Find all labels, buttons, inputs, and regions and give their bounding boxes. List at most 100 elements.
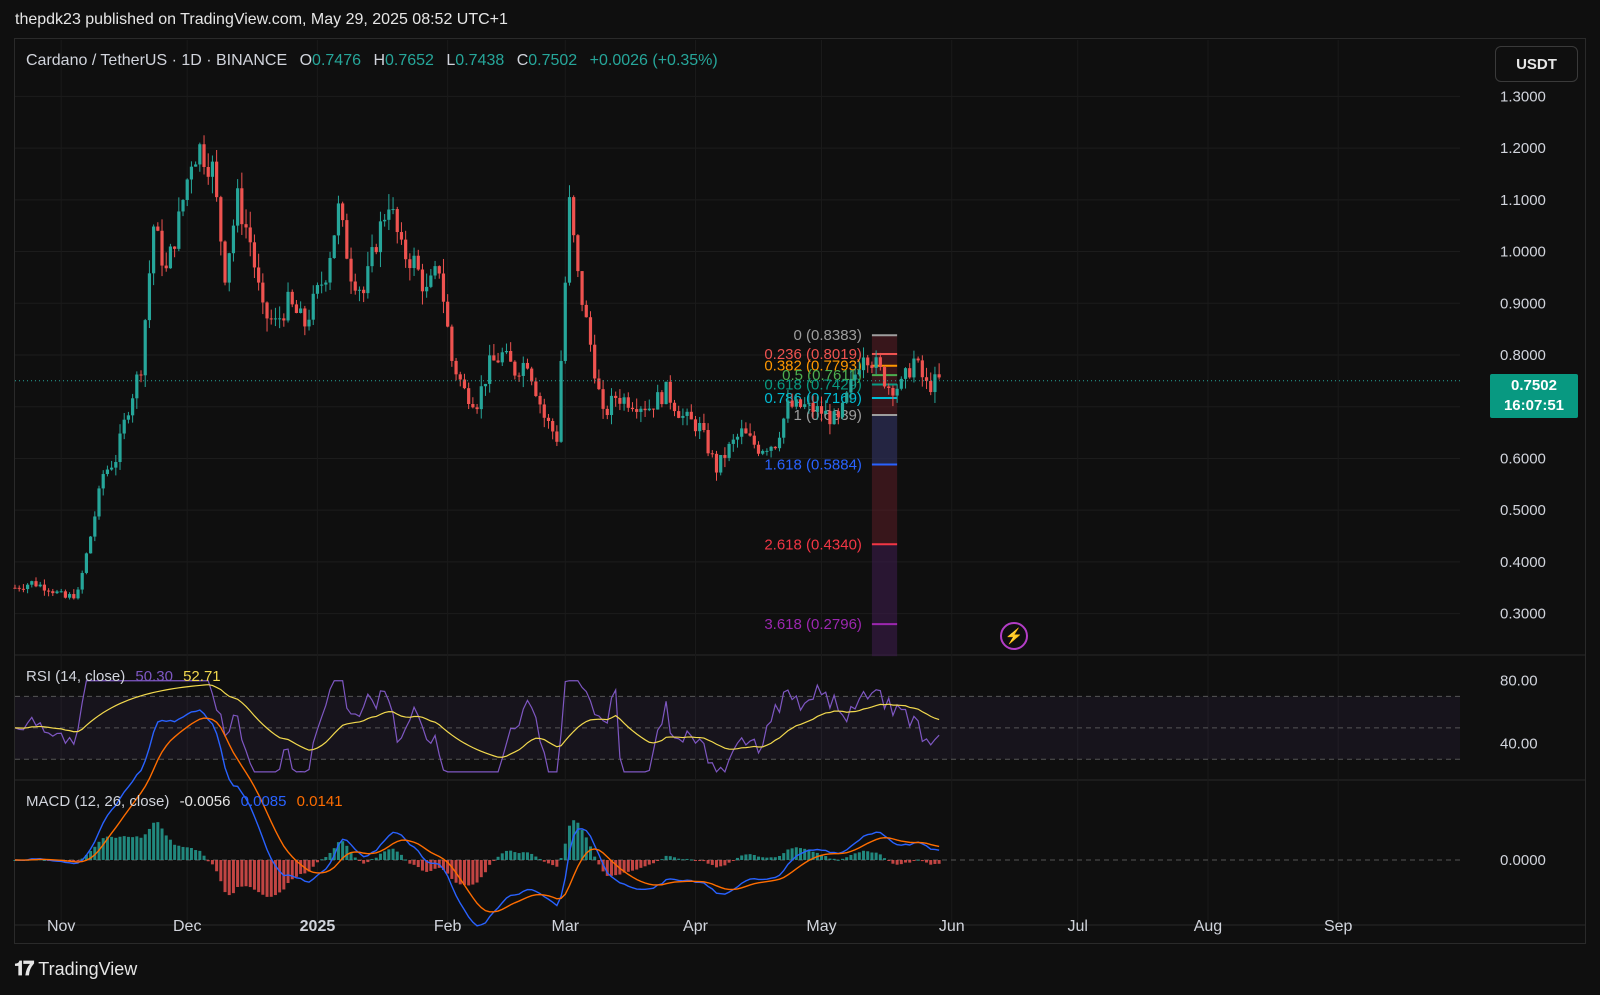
candle-body xyxy=(450,326,454,361)
candle-body xyxy=(349,258,353,282)
price-tick-label: 1.2000 xyxy=(1500,140,1546,157)
macd-histogram-bar xyxy=(542,860,546,862)
time-tick-label: Dec xyxy=(173,918,201,935)
macd-histogram-bar xyxy=(412,860,416,865)
chart-frame[interactable] xyxy=(14,38,1586,944)
macd-line-value: 0.0085 xyxy=(240,793,287,810)
macd-histogram-bar xyxy=(429,860,433,871)
macd-histogram-bar xyxy=(530,853,534,860)
macd-histogram-bar xyxy=(576,822,580,860)
candle-body xyxy=(559,360,563,442)
candle-body xyxy=(933,374,937,393)
candle-body xyxy=(282,318,286,321)
candle-body xyxy=(429,275,433,287)
time-tick-label: Aug xyxy=(1194,918,1222,935)
macd-histogram-bar xyxy=(857,852,861,860)
candle-body xyxy=(210,161,215,177)
candle-body xyxy=(643,408,647,411)
candle-body xyxy=(311,293,315,320)
macd-histogram-bar xyxy=(593,856,597,860)
candle-body xyxy=(857,370,861,375)
candle-body xyxy=(689,411,693,420)
macd-histogram-bar xyxy=(672,857,676,860)
macd-histogram-bar xyxy=(706,860,710,864)
macd-histogram-bar xyxy=(458,860,462,885)
macd-histogram-bar xyxy=(567,825,571,860)
macd-histogram-bar xyxy=(227,860,231,896)
macd-histogram-bar xyxy=(357,860,361,861)
candle-body xyxy=(462,379,467,389)
rsi-legend[interactable]: RSI (14, close) 50.30 52.71 xyxy=(26,668,221,685)
macd-histogram-bar xyxy=(731,860,735,861)
macd-histogram-bar xyxy=(740,855,744,860)
price-tick-label: 0.9000 xyxy=(1500,295,1546,312)
candle-body xyxy=(437,266,441,274)
candle-body xyxy=(882,367,887,387)
candle-body xyxy=(202,144,206,167)
candle-body xyxy=(336,203,341,236)
currency-button[interactable]: USDT xyxy=(1495,46,1578,82)
candle-body xyxy=(572,197,576,236)
macd-histogram-bar xyxy=(93,846,97,860)
candle-body xyxy=(185,179,189,200)
macd-histogram-bar xyxy=(450,860,454,879)
macd-histogram-bar xyxy=(647,860,651,865)
rsi-pane: 80.00 40.00 xyxy=(14,673,1538,773)
macd-histogram-bar xyxy=(824,856,828,860)
macd-histogram-bar xyxy=(387,849,391,860)
price-tick-label: 1.0000 xyxy=(1500,244,1546,261)
candle-body xyxy=(815,406,819,412)
macd-histogram-bar xyxy=(257,860,261,893)
macd-histogram-bar xyxy=(446,860,450,874)
macd-histogram-bar xyxy=(299,860,303,874)
fib-level-label: 1 (0.6839) xyxy=(794,407,862,424)
macd-histogram-bar xyxy=(231,860,235,894)
candle-body xyxy=(206,166,210,177)
price-tick-label: 0.5000 xyxy=(1500,502,1546,519)
price-candles xyxy=(13,135,941,600)
candle-body xyxy=(836,411,840,418)
macd-histogram-bar xyxy=(891,860,895,864)
candle-body xyxy=(660,392,664,405)
macd-pane: 0.0000 xyxy=(13,709,1546,927)
candle-body xyxy=(630,407,635,410)
candle-body xyxy=(546,417,551,422)
candle-body xyxy=(110,467,114,470)
candle-body xyxy=(803,404,807,408)
macd-histogram-bar xyxy=(240,860,244,887)
candle-body xyxy=(68,594,72,598)
macd-histogram-bar xyxy=(378,853,382,860)
macd-histogram-bar xyxy=(366,860,370,863)
fib-level-label: 3.618 (0.2796) xyxy=(764,616,862,633)
macd-histogram-bar xyxy=(181,846,185,860)
time-tick-label: Nov xyxy=(47,918,75,935)
candle-body xyxy=(55,591,59,594)
lightning-icon[interactable]: ⚡ xyxy=(1000,622,1028,650)
macd-histogram-bar xyxy=(723,860,727,866)
macd-histogram-bar xyxy=(719,860,723,867)
fib-level-label: 0.382 (0.7793) xyxy=(764,358,862,375)
macd-histogram-bar xyxy=(168,839,172,860)
macd-histogram-bar xyxy=(315,860,319,863)
fib-level-label: 0 (0.8383) xyxy=(794,327,862,344)
macd-histogram-bar xyxy=(160,828,164,860)
candle-body xyxy=(609,395,614,416)
candle-body xyxy=(626,397,630,408)
macd-histogram-bar xyxy=(122,836,126,860)
candle-body xyxy=(131,398,135,416)
macd-histogram-bar xyxy=(336,842,340,860)
candle-body xyxy=(26,584,30,590)
symbol-name[interactable]: Cardano / TetherUS · 1D · BINANCE xyxy=(26,52,288,69)
macd-histogram-bar xyxy=(685,858,689,860)
macd-histogram-bar xyxy=(765,857,769,860)
candle-body xyxy=(156,226,160,231)
candle-body xyxy=(735,436,740,440)
macd-legend[interactable]: MACD (12, 26, close) -0.0056 0.0085 0.01… xyxy=(26,793,343,810)
macd-histogram-bar xyxy=(252,860,256,890)
tradingview-logo[interactable]: 𝟏𝟕 TradingView xyxy=(14,958,137,981)
fib-zone-purple xyxy=(871,544,898,657)
macd-histogram-bar xyxy=(420,860,424,871)
candle-body xyxy=(294,304,299,313)
macd-histogram-bar xyxy=(500,853,504,860)
